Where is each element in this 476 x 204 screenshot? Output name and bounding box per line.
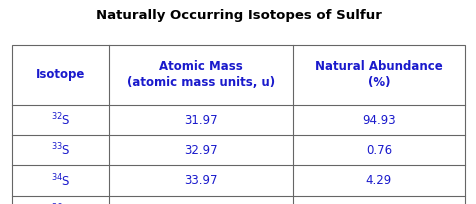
Text: 94.93: 94.93 xyxy=(361,114,395,127)
Text: 4.29: 4.29 xyxy=(365,174,391,187)
Text: 31.97: 31.97 xyxy=(184,114,218,127)
Text: $^{34}$S: $^{34}$S xyxy=(50,172,70,189)
Text: 32.97: 32.97 xyxy=(184,144,218,157)
Text: 33.97: 33.97 xyxy=(184,174,218,187)
Text: Natural Abundance
(%): Natural Abundance (%) xyxy=(315,60,442,90)
Text: $^{36}$S: $^{36}$S xyxy=(50,202,70,204)
Text: Naturally Occurring Isotopes of Sulfur: Naturally Occurring Isotopes of Sulfur xyxy=(95,9,381,22)
Text: Atomic Mass
(atomic mass units, u): Atomic Mass (atomic mass units, u) xyxy=(127,60,275,90)
Bar xyxy=(12,45,464,204)
Text: 0.76: 0.76 xyxy=(365,144,391,157)
Text: $^{33}$S: $^{33}$S xyxy=(50,142,70,159)
Text: $^{32}$S: $^{32}$S xyxy=(50,112,70,129)
Text: Isotope: Isotope xyxy=(36,69,85,81)
